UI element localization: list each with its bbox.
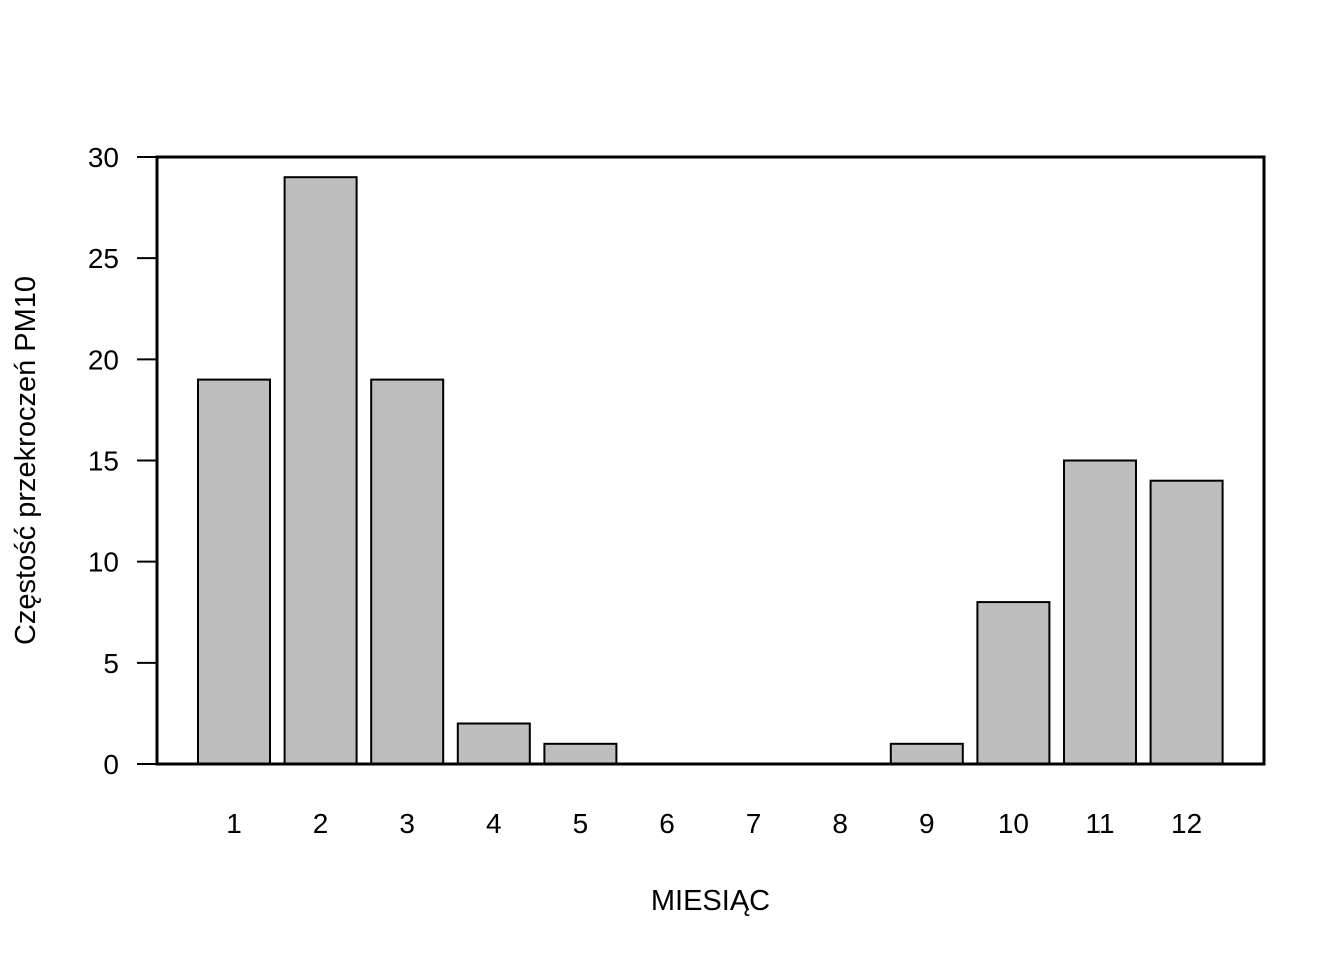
- x-tick-label: 5: [573, 808, 589, 839]
- y-axis-title: Częstość przekroczeń PM10: [10, 276, 42, 645]
- bar-month-2: [283, 176, 358, 765]
- y-tick-label: 25: [88, 243, 119, 274]
- x-tick-label: 3: [399, 808, 415, 839]
- x-axis-tick-labels: 1 2 3 4 5 6 7 8 9 10 11 12: [226, 808, 1202, 839]
- x-tick-label: 11: [1085, 808, 1114, 839]
- y-tick-label: 15: [88, 446, 119, 477]
- y-tick-label: 10: [88, 547, 119, 578]
- x-axis-title: MIESIĄC: [651, 885, 770, 917]
- x-tick-label: 12: [1171, 808, 1202, 839]
- bar-month-12: [1149, 479, 1224, 765]
- x-tick-label: 7: [746, 808, 762, 839]
- x-tick-label: 9: [919, 808, 935, 839]
- y-tick-label: 0: [103, 749, 119, 780]
- bar-month-5: [543, 742, 618, 765]
- bar-month-11: [1063, 459, 1137, 765]
- bar-month-1: [197, 378, 271, 765]
- bar-month-9: [889, 742, 964, 765]
- bar-month-10: [976, 601, 1051, 765]
- y-axis: 0 5 10 15 20 25 30: [88, 142, 157, 780]
- x-tick-label: 8: [832, 808, 848, 839]
- y-tick-label: 20: [88, 344, 119, 375]
- y-tick-label: 30: [88, 142, 119, 173]
- bar-month-3: [370, 378, 445, 765]
- x-tick-label: 10: [998, 808, 1029, 839]
- x-tick-label: 2: [313, 808, 329, 839]
- x-tick-label: 4: [486, 808, 502, 839]
- bar-month-4: [456, 722, 531, 765]
- x-tick-label: 1: [226, 808, 242, 839]
- bars-group: [197, 176, 1224, 765]
- y-tick-label: 5: [103, 648, 119, 679]
- x-tick-label: 6: [659, 808, 675, 839]
